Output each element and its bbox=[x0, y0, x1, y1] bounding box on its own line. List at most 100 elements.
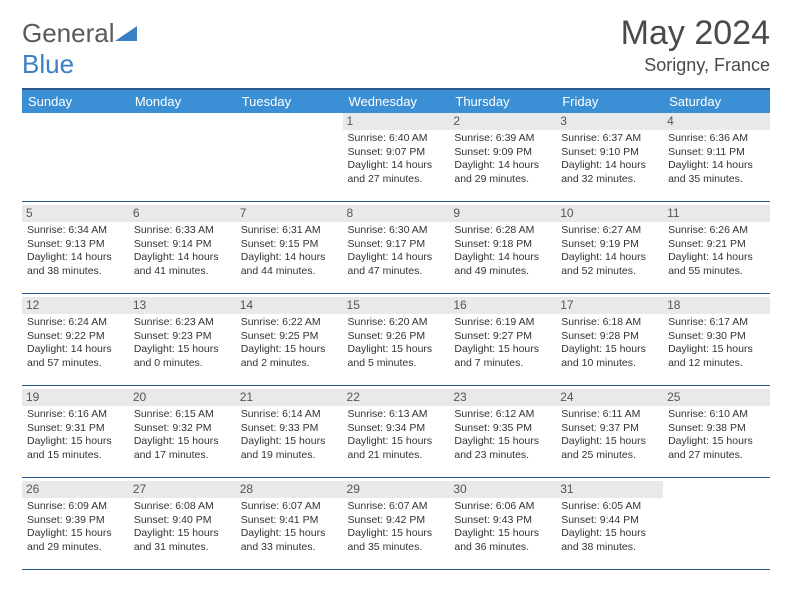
sunrise-line: Sunrise: 6:27 AM bbox=[561, 224, 658, 237]
day-number: 13 bbox=[129, 297, 236, 314]
day-number: 25 bbox=[663, 389, 770, 406]
sunset-line: Sunset: 9:37 PM bbox=[561, 422, 658, 435]
weekday-header: Thursday bbox=[449, 89, 556, 113]
brand-part1: General bbox=[22, 18, 115, 48]
sunrise-line: Sunrise: 6:07 AM bbox=[348, 500, 445, 513]
calendar-week-row: 12Sunrise: 6:24 AMSunset: 9:22 PMDayligh… bbox=[22, 297, 770, 385]
daylight-line: and 29 minutes. bbox=[27, 541, 124, 554]
weekday-header-row: Sunday Monday Tuesday Wednesday Thursday… bbox=[22, 89, 770, 113]
calendar-cell: 17Sunrise: 6:18 AMSunset: 9:28 PMDayligh… bbox=[556, 297, 663, 385]
calendar-cell: 10Sunrise: 6:27 AMSunset: 9:19 PMDayligh… bbox=[556, 205, 663, 293]
sunrise-line: Sunrise: 6:39 AM bbox=[454, 132, 551, 145]
day-number: 9 bbox=[449, 205, 556, 222]
daylight-line: and 35 minutes. bbox=[668, 173, 765, 186]
daylight-line: Daylight: 15 hours bbox=[668, 435, 765, 448]
calendar-cell: 25Sunrise: 6:10 AMSunset: 9:38 PMDayligh… bbox=[663, 389, 770, 477]
daylight-line: and 38 minutes. bbox=[561, 541, 658, 554]
day-number: 8 bbox=[343, 205, 450, 222]
sunrise-line: Sunrise: 6:15 AM bbox=[134, 408, 231, 421]
calendar-cell bbox=[663, 481, 770, 569]
calendar-cell: 2Sunrise: 6:39 AMSunset: 9:09 PMDaylight… bbox=[449, 113, 556, 201]
calendar-cell: 30 Sunrise: 6:06 AMSunset: 9:43 PMDayligh… bbox=[449, 481, 556, 569]
daylight-line: and 5 minutes. bbox=[348, 357, 445, 370]
day-number: 28 bbox=[236, 481, 343, 498]
sunset-line: Sunset: 9:39 PM bbox=[27, 514, 124, 527]
sunrise-line: Sunrise: 6:06 AM bbox=[454, 500, 551, 513]
day-number: 22 bbox=[343, 389, 450, 406]
day-number: 18 bbox=[663, 297, 770, 314]
sunset-line: Sunset: 9:43 PM bbox=[454, 514, 551, 527]
sunset-line: Sunset: 9:07 PM bbox=[348, 146, 445, 159]
daylight-line: Daylight: 14 hours bbox=[27, 251, 124, 264]
sunset-line: Sunset: 9:10 PM bbox=[561, 146, 658, 159]
daylight-line: and 38 minutes. bbox=[27, 265, 124, 278]
daylight-line: Daylight: 15 hours bbox=[454, 527, 551, 540]
daylight-line: and 47 minutes. bbox=[348, 265, 445, 278]
weekday-header: Friday bbox=[556, 89, 663, 113]
day-number: 5 bbox=[22, 205, 129, 222]
sunrise-line: Sunrise: 6:19 AM bbox=[454, 316, 551, 329]
sunset-line: Sunset: 9:33 PM bbox=[241, 422, 338, 435]
calendar-cell: 24Sunrise: 6:11 AMSunset: 9:37 PMDayligh… bbox=[556, 389, 663, 477]
day-number: 20 bbox=[129, 389, 236, 406]
sunrise-line: Sunrise: 6:37 AM bbox=[561, 132, 658, 145]
calendar-cell: 22Sunrise: 6:13 AMSunset: 9:34 PMDayligh… bbox=[343, 389, 450, 477]
sunrise-line: Sunrise: 6:20 AM bbox=[348, 316, 445, 329]
day-number: 24 bbox=[556, 389, 663, 406]
sunrise-line: Sunrise: 6:31 AM bbox=[241, 224, 338, 237]
calendar-cell: 28Sunrise: 6:07 AMSunset: 9:41 PMDayligh… bbox=[236, 481, 343, 569]
calendar-week-row: 1Sunrise: 6:40 AMSunset: 9:07 PMDaylight… bbox=[22, 113, 770, 201]
daylight-line: Daylight: 15 hours bbox=[348, 343, 445, 356]
sunrise-line: Sunrise: 6:10 AM bbox=[668, 408, 765, 421]
day-number: 30 bbox=[449, 481, 556, 498]
daylight-line: Daylight: 14 hours bbox=[561, 251, 658, 264]
calendar-cell: 29Sunrise: 6:07 AMSunset: 9:42 PMDayligh… bbox=[343, 481, 450, 569]
sunset-line: Sunset: 9:40 PM bbox=[134, 514, 231, 527]
daylight-line: and 31 minutes. bbox=[134, 541, 231, 554]
sunrise-line: Sunrise: 6:08 AM bbox=[134, 500, 231, 513]
sunset-line: Sunset: 9:26 PM bbox=[348, 330, 445, 343]
daylight-line: Daylight: 14 hours bbox=[561, 159, 658, 172]
sunrise-line: Sunrise: 6:12 AM bbox=[454, 408, 551, 421]
sunset-line: Sunset: 9:17 PM bbox=[348, 238, 445, 251]
sunset-line: Sunset: 9:32 PM bbox=[134, 422, 231, 435]
daylight-line: and 35 minutes. bbox=[348, 541, 445, 554]
calendar-cell: 11Sunrise: 6:26 AMSunset: 9:21 PMDayligh… bbox=[663, 205, 770, 293]
sunrise-line: Sunrise: 6:28 AM bbox=[454, 224, 551, 237]
daylight-line: Daylight: 15 hours bbox=[134, 435, 231, 448]
calendar-cell: 16Sunrise: 6:19 AMSunset: 9:27 PMDayligh… bbox=[449, 297, 556, 385]
daylight-line: Daylight: 15 hours bbox=[561, 343, 658, 356]
weekday-header: Monday bbox=[129, 89, 236, 113]
daylight-line: and 29 minutes. bbox=[454, 173, 551, 186]
calendar-cell: 8Sunrise: 6:30 AMSunset: 9:17 PMDaylight… bbox=[343, 205, 450, 293]
sunset-line: Sunset: 9:44 PM bbox=[561, 514, 658, 527]
day-number: 27 bbox=[129, 481, 236, 498]
daylight-line: and 23 minutes. bbox=[454, 449, 551, 462]
daylight-line: Daylight: 15 hours bbox=[134, 343, 231, 356]
sunrise-line: Sunrise: 6:05 AM bbox=[561, 500, 658, 513]
daylight-line: and 36 minutes. bbox=[454, 541, 551, 554]
calendar-cell: 20 Sunrise: 6:15 AMSunset: 9:32 PMDayligh… bbox=[129, 389, 236, 477]
calendar-week-row: 5Sunrise: 6:34 AMSunset: 9:13 PMDaylight… bbox=[22, 205, 770, 293]
sunrise-line: Sunrise: 6:26 AM bbox=[668, 224, 765, 237]
sunrise-line: Sunrise: 6:09 AM bbox=[27, 500, 124, 513]
calendar-cell bbox=[129, 113, 236, 201]
sunrise-line: Sunrise: 6:13 AM bbox=[348, 408, 445, 421]
sunrise-line: Sunrise: 6:40 AM bbox=[348, 132, 445, 145]
calendar-cell: 21Sunrise: 6:14 AMSunset: 9:33 PMDayligh… bbox=[236, 389, 343, 477]
daylight-line: and 21 minutes. bbox=[348, 449, 445, 462]
day-number: 3 bbox=[556, 113, 663, 130]
calendar-cell bbox=[22, 113, 129, 201]
sunrise-line: Sunrise: 6:14 AM bbox=[241, 408, 338, 421]
daylight-line: and 25 minutes. bbox=[561, 449, 658, 462]
sunrise-line: Sunrise: 6:17 AM bbox=[668, 316, 765, 329]
sunset-line: Sunset: 9:42 PM bbox=[348, 514, 445, 527]
daylight-line: and 32 minutes. bbox=[561, 173, 658, 186]
calendar-cell: 4Sunrise: 6:36 AMSunset: 9:11 PMDaylight… bbox=[663, 113, 770, 201]
sunset-line: Sunset: 9:09 PM bbox=[454, 146, 551, 159]
daylight-line: Daylight: 15 hours bbox=[241, 343, 338, 356]
sunrise-line: Sunrise: 6:33 AM bbox=[134, 224, 231, 237]
sunrise-line: Sunrise: 6:36 AM bbox=[668, 132, 765, 145]
daylight-line: and 55 minutes. bbox=[668, 265, 765, 278]
daylight-line: and 17 minutes. bbox=[134, 449, 231, 462]
